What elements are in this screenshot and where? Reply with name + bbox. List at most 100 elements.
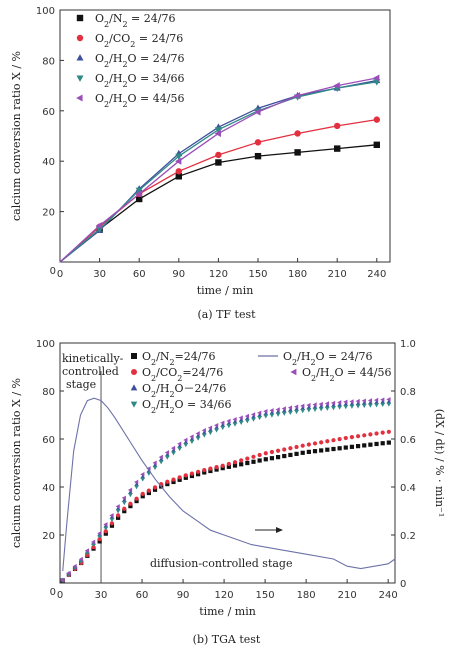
- data-point: [97, 539, 102, 544]
- data-point: [232, 417, 237, 422]
- x-tick-label: 30: [95, 590, 108, 601]
- data-point: [238, 420, 244, 426]
- data-point: [361, 398, 366, 404]
- data-point: [189, 473, 195, 479]
- y2-tick-label: 0: [400, 579, 406, 590]
- data-point: [300, 403, 305, 409]
- data-point: [208, 430, 213, 436]
- data-point: [121, 497, 127, 502]
- data-point: [281, 406, 286, 411]
- data-point: [362, 433, 367, 438]
- data-point: [134, 498, 139, 504]
- data-point: [374, 397, 379, 403]
- data-point: [158, 454, 163, 460]
- data-point: [196, 469, 201, 474]
- data-point: [269, 449, 275, 455]
- data-point: [226, 424, 232, 429]
- data-point: [331, 402, 336, 408]
- data-point: [245, 415, 250, 421]
- kinetic-label-1: kinetically-: [62, 352, 124, 365]
- data-point: [374, 403, 379, 408]
- data-point: [251, 459, 256, 464]
- data-point: [281, 408, 287, 413]
- legend-entry: O2/H2O－24/76: [142, 382, 226, 399]
- data-point: [177, 441, 182, 447]
- data-point: [337, 400, 342, 405]
- data-point: [312, 441, 318, 446]
- data-point: [220, 425, 226, 431]
- legend-entry: O2/CO2 = 24/76: [95, 32, 183, 49]
- data-point: [128, 493, 133, 498]
- x-tick-label: 150: [256, 590, 275, 601]
- data-point: [103, 522, 108, 527]
- data-point: [325, 406, 330, 411]
- origin-label: 0: [50, 266, 56, 277]
- x-tick-label: 180: [297, 590, 316, 601]
- data-point: [244, 413, 250, 419]
- data-point: [175, 168, 182, 175]
- y-tick-label: 80: [42, 56, 55, 67]
- data-point: [288, 452, 293, 458]
- data-point: [207, 425, 213, 431]
- plot-frame: [59, 342, 396, 584]
- data-point: [333, 82, 340, 90]
- data-point: [275, 409, 281, 414]
- data-point: [263, 408, 268, 414]
- x-tick-label: 0: [57, 590, 63, 601]
- data-point: [135, 190, 142, 198]
- data-point: [318, 403, 324, 409]
- data-point: [208, 466, 213, 471]
- y-tick-label: 20: [42, 531, 55, 542]
- data-point: [349, 399, 354, 404]
- data-point: [189, 471, 195, 476]
- data-point: [134, 479, 139, 485]
- legend-entry: O2/H2O = 24/76: [283, 350, 372, 367]
- data-point: [97, 531, 102, 536]
- data-point: [116, 513, 121, 518]
- data-point: [128, 489, 133, 495]
- data-point: [337, 402, 342, 407]
- legend-marker: [130, 401, 138, 408]
- data-point: [294, 444, 299, 450]
- kinetic-label-2: controlled: [62, 365, 119, 378]
- data-point: [183, 443, 189, 448]
- data-point: [158, 456, 164, 462]
- data-point: [306, 449, 311, 454]
- data-point: [331, 438, 336, 443]
- legend-entry: O2/H2O = 34/66: [142, 398, 231, 415]
- data-point: [122, 506, 127, 511]
- x-tick-label: 210: [328, 269, 347, 280]
- data-point: [239, 458, 244, 463]
- data-point: [318, 401, 323, 407]
- data-point: [183, 437, 188, 443]
- data-point: [146, 471, 152, 476]
- data-point: [349, 444, 355, 449]
- data-point: [386, 429, 391, 434]
- data-point: [282, 447, 287, 452]
- data-point: [232, 419, 238, 424]
- data-point: [78, 556, 83, 562]
- data-point: [103, 531, 108, 536]
- data-point: [386, 399, 392, 404]
- data-point: [294, 451, 299, 456]
- caption: (b) TGA test: [193, 633, 261, 646]
- data-point: [269, 408, 274, 413]
- data-point: [214, 425, 219, 430]
- legend-entry: O2/H2O = 24/76: [95, 52, 184, 69]
- data-point: [177, 475, 182, 480]
- x-tick-label: 120: [209, 269, 228, 280]
- data-point: [294, 130, 301, 137]
- y-axis-label: calcium conversion ratio X / %: [10, 378, 23, 548]
- data-point: [175, 153, 183, 160]
- data-point: [232, 463, 238, 468]
- data-point: [195, 433, 201, 438]
- data-point: [214, 467, 219, 472]
- data-point: [251, 454, 256, 459]
- data-point: [109, 523, 115, 528]
- data-point: [386, 440, 391, 445]
- data-point: [121, 501, 127, 506]
- y2-tick-label: 0.2: [400, 531, 416, 542]
- data-point: [177, 477, 182, 482]
- y-tick-label: 100: [36, 6, 55, 17]
- data-point: [306, 405, 312, 410]
